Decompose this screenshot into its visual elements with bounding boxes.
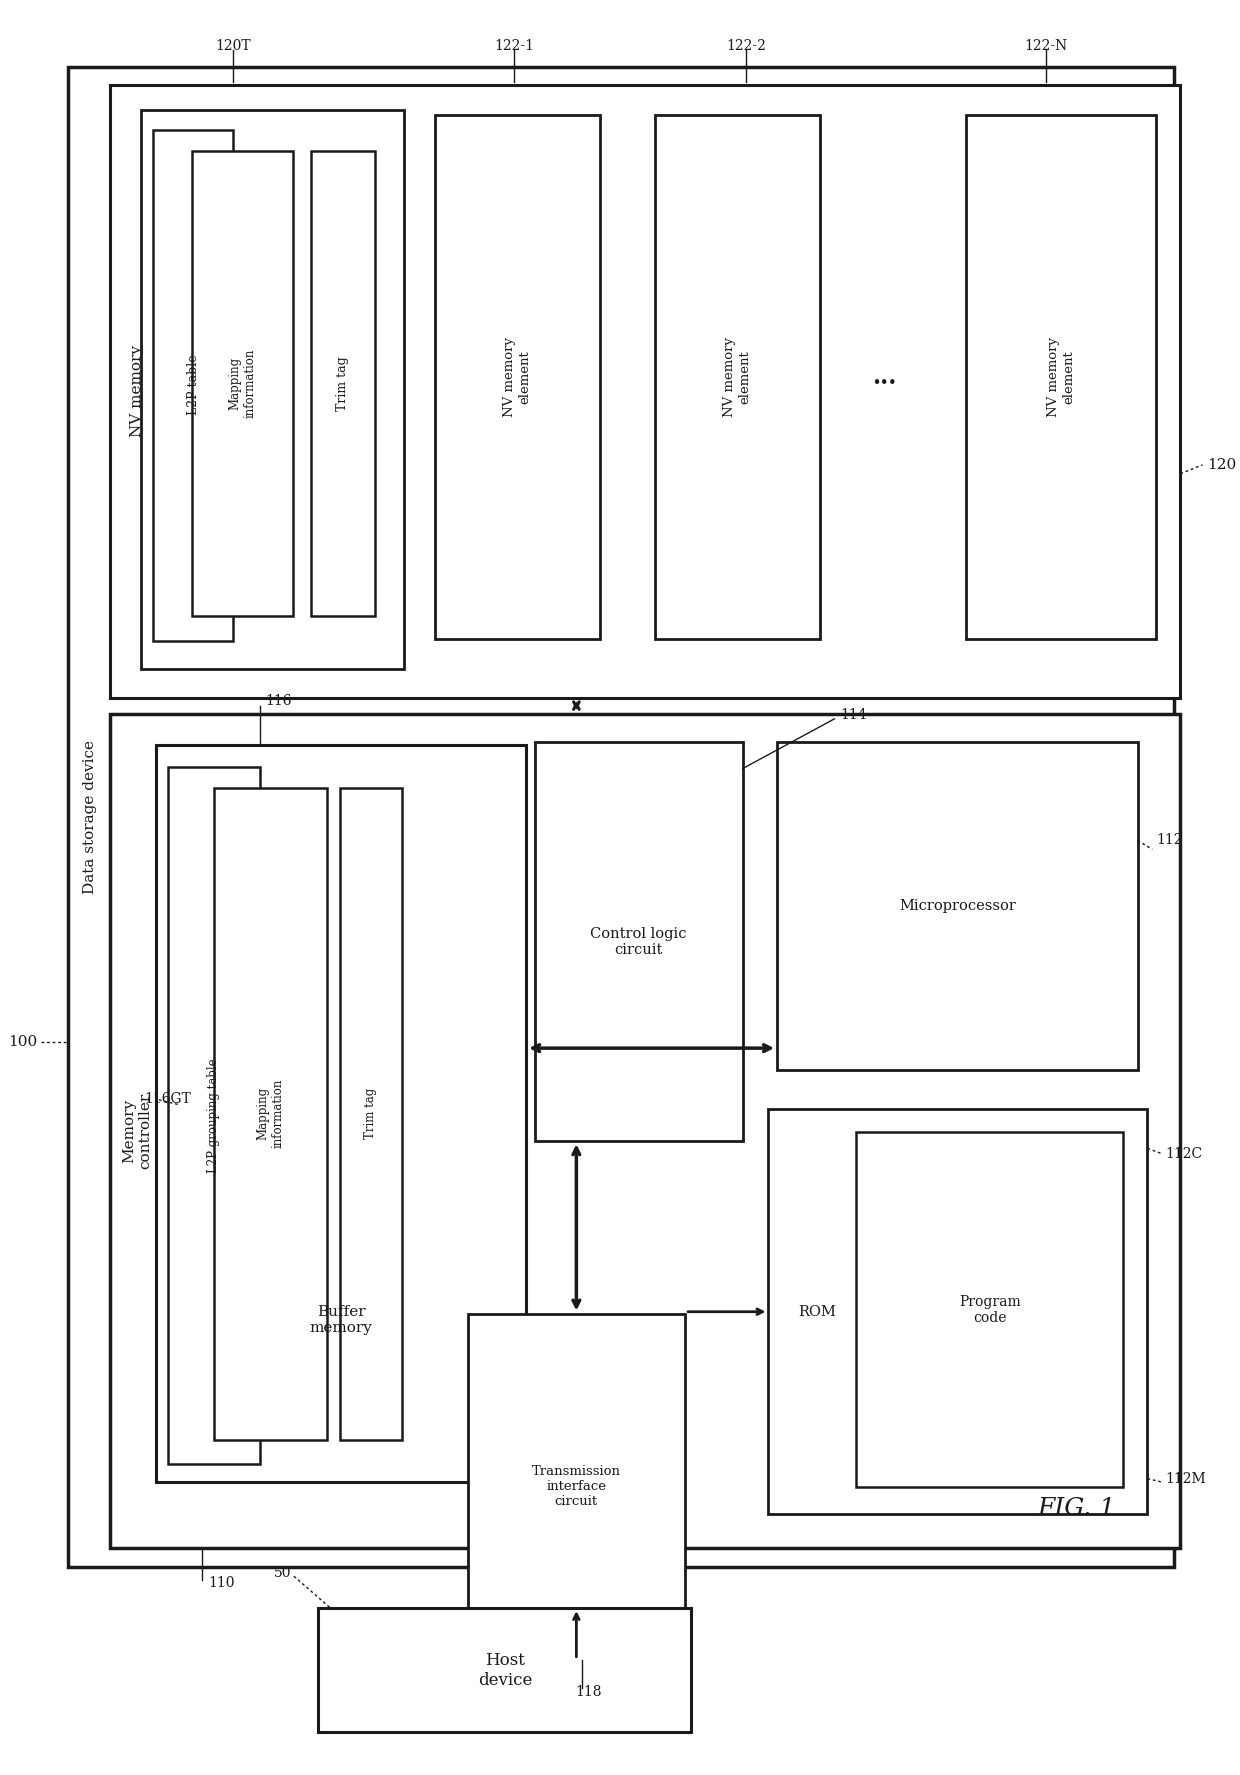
Text: 120: 120 xyxy=(1208,458,1236,472)
Bar xyxy=(319,1608,692,1732)
Bar xyxy=(110,85,1180,698)
Text: NV memory
element: NV memory element xyxy=(1048,337,1075,417)
Text: Trim tag: Trim tag xyxy=(365,1088,377,1140)
Text: 116: 116 xyxy=(265,694,293,708)
Text: Transmission
interface
circuit: Transmission interface circuit xyxy=(532,1464,621,1509)
Text: NV memory
element: NV memory element xyxy=(723,337,751,417)
Text: 116GT: 116GT xyxy=(145,1092,192,1106)
Text: Control logic
circuit: Control logic circuit xyxy=(590,927,687,957)
Bar xyxy=(434,115,600,639)
Bar xyxy=(192,151,293,616)
Text: L2P grouping table: L2P grouping table xyxy=(207,1058,221,1173)
Bar xyxy=(534,742,743,1141)
Text: Program
code: Program code xyxy=(959,1294,1021,1326)
Text: NV memory
element: NV memory element xyxy=(503,337,531,417)
Bar xyxy=(857,1132,1123,1487)
Bar xyxy=(215,788,327,1440)
Bar xyxy=(154,130,233,641)
Bar xyxy=(340,788,402,1440)
Bar xyxy=(110,714,1180,1548)
Text: 112: 112 xyxy=(1156,834,1183,847)
Text: NV memory: NV memory xyxy=(130,346,144,437)
Bar xyxy=(68,67,1174,1567)
Text: 122-1: 122-1 xyxy=(494,39,534,53)
Bar xyxy=(141,110,404,669)
Bar xyxy=(777,742,1137,1070)
Text: 112M: 112M xyxy=(1166,1471,1207,1486)
Text: 122-N: 122-N xyxy=(1024,39,1068,53)
Text: Buffer
memory: Buffer memory xyxy=(310,1305,372,1335)
Text: Microprocessor: Microprocessor xyxy=(899,900,1016,912)
Text: 114: 114 xyxy=(841,708,867,722)
Bar xyxy=(167,767,259,1464)
Text: 118: 118 xyxy=(575,1684,601,1699)
Text: Trim tag: Trim tag xyxy=(336,357,350,410)
Text: L2P table: L2P table xyxy=(186,355,200,415)
Text: ROM: ROM xyxy=(799,1305,836,1319)
Bar xyxy=(655,115,820,639)
Text: 120T: 120T xyxy=(215,39,250,53)
Bar xyxy=(769,1109,1147,1514)
Text: 110: 110 xyxy=(208,1576,234,1590)
Text: Data storage device: Data storage device xyxy=(83,740,97,895)
Bar xyxy=(467,1314,686,1660)
Text: 100: 100 xyxy=(7,1035,37,1049)
Bar xyxy=(311,151,374,616)
Text: 122-2: 122-2 xyxy=(727,39,766,53)
Text: Mapping
information: Mapping information xyxy=(228,348,257,419)
Bar xyxy=(156,746,526,1482)
Text: 50: 50 xyxy=(274,1566,291,1580)
Text: Host
device: Host device xyxy=(477,1653,532,1688)
Text: ...: ... xyxy=(872,366,897,389)
Text: FIG. 1: FIG. 1 xyxy=(1038,1498,1116,1519)
Text: Mapping
information: Mapping information xyxy=(257,1079,285,1148)
Bar xyxy=(966,115,1156,639)
Text: Memory
controller: Memory controller xyxy=(123,1093,153,1168)
Text: 112C: 112C xyxy=(1166,1147,1203,1161)
